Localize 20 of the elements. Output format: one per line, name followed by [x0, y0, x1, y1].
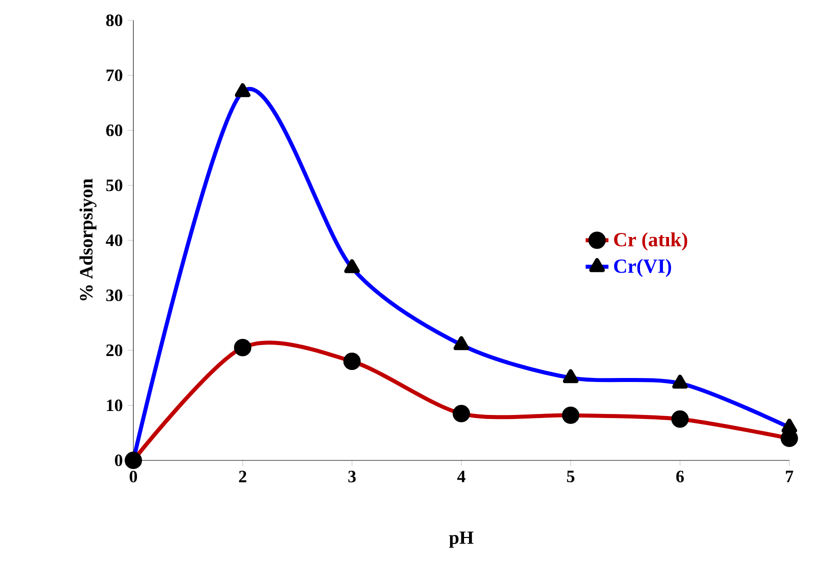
x-tick-label: 5: [567, 470, 574, 482]
x-tick-label: 6: [676, 470, 684, 482]
y-tick-label: 70: [106, 69, 122, 82]
x-tick-label: 2: [239, 470, 246, 482]
x-tick-label: 0: [130, 470, 138, 482]
y-tick-label: 60: [106, 124, 122, 136]
y-tick-label: 40: [106, 234, 122, 246]
y-tick-label: 50: [106, 179, 122, 192]
legend-label: Cr(VI): [614, 258, 672, 278]
legend-label: Cr (atık): [614, 232, 688, 250]
y-tick-label: 10: [106, 399, 122, 412]
x-tick-label: 4: [457, 470, 466, 482]
y-tick-label: 30: [106, 289, 122, 302]
y-axis-title: % Adsorpsiyon: [79, 178, 96, 300]
y-tick-label: 0: [114, 454, 122, 466]
y-tick-label: 80: [106, 14, 122, 26]
x-tick-label: 3: [348, 470, 356, 482]
y-tick-label: 20: [106, 344, 122, 356]
x-axis-title: pH: [449, 532, 474, 548]
x-tick-label: 7: [786, 470, 794, 482]
